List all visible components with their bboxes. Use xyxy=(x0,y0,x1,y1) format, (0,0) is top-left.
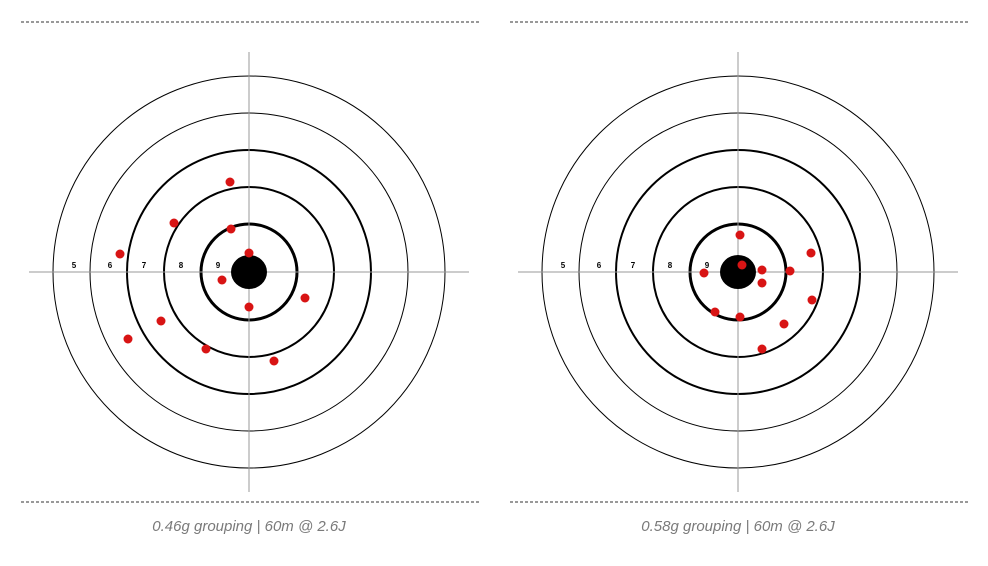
shot-hole xyxy=(710,307,720,317)
shot-hole xyxy=(123,334,133,344)
shot-hole xyxy=(785,266,795,276)
ring-label: 5 xyxy=(72,261,77,270)
shot-hole xyxy=(807,295,817,305)
shot-hole xyxy=(735,312,745,322)
shot-hole xyxy=(735,230,745,240)
shot-hole xyxy=(757,344,767,354)
ring-label: 5 xyxy=(561,261,566,270)
shot-hole xyxy=(699,268,709,278)
caption: 0.46g grouping | 60m @ 2.6J xyxy=(152,518,346,535)
shot-hole xyxy=(806,248,816,258)
ring-label: 8 xyxy=(179,261,184,270)
shot-hole xyxy=(201,344,211,354)
ring-label: 6 xyxy=(597,261,602,270)
bullseye xyxy=(231,255,267,289)
shot-hole xyxy=(300,293,310,303)
shot-hole xyxy=(169,218,179,228)
ring-label: 7 xyxy=(631,261,636,270)
caption: 0.58g grouping | 60m @ 2.6J xyxy=(641,518,835,535)
ring-label: 7 xyxy=(142,261,147,270)
shot-hole xyxy=(244,248,254,258)
shot-hole xyxy=(226,224,236,234)
shot-hole xyxy=(244,302,254,312)
ring-label: 8 xyxy=(668,261,673,270)
shot-hole xyxy=(217,275,227,285)
shot-hole xyxy=(757,265,767,275)
ring-label: 6 xyxy=(108,261,113,270)
ring-label: 9 xyxy=(705,261,710,270)
bullseye xyxy=(720,255,756,289)
shot-hole xyxy=(779,319,789,329)
shot-hole xyxy=(115,249,125,259)
ring-label: 9 xyxy=(216,261,221,270)
shot-hole xyxy=(737,260,747,270)
shot-hole xyxy=(757,278,767,288)
shot-hole xyxy=(156,316,166,326)
shot-hole xyxy=(225,177,235,187)
shot-hole xyxy=(269,356,279,366)
